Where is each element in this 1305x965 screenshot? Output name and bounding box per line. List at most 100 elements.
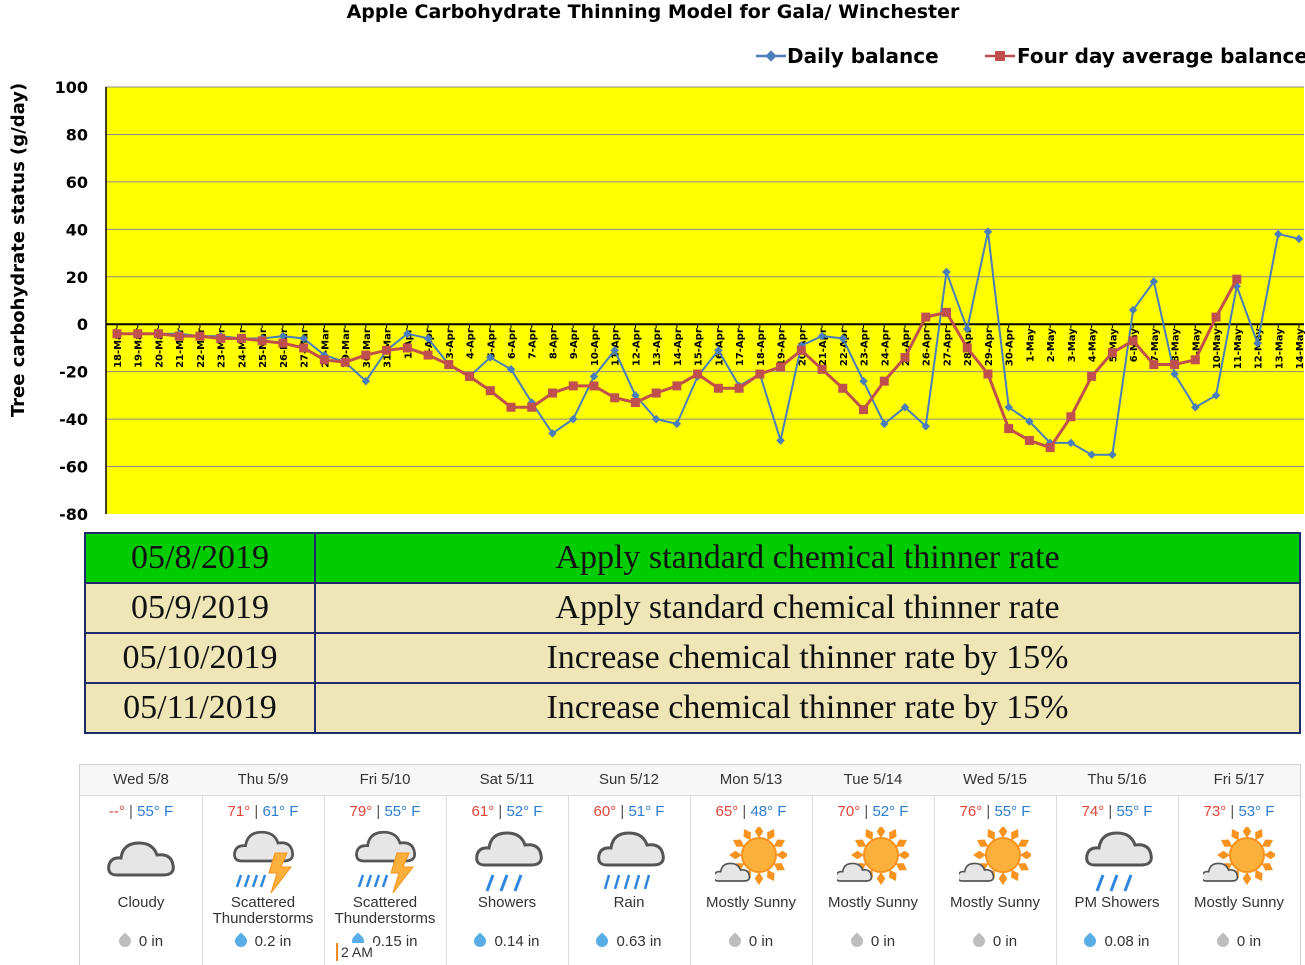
daily-balance-point — [486, 353, 495, 362]
daily-balance-point — [506, 365, 516, 374]
mostly-sunny-icon — [835, 825, 911, 895]
forecast-temps: 60° | 51° F — [568, 803, 690, 820]
gridlines — [105, 86, 1304, 514]
sun-shape — [729, 825, 789, 885]
temp-separator: | — [254, 803, 263, 820]
high-temp: 65° — [715, 803, 739, 820]
four-day-average-point — [672, 381, 682, 391]
high-temp: 73° — [1203, 803, 1227, 820]
x-tick-label: 25-Mar — [258, 328, 269, 368]
x-tick-label: 5-Apr — [486, 328, 497, 359]
weather-forecast-strip: Wed 5/8 --° | 55° F Cloudy 0 in Thu 5/9 … — [79, 764, 1301, 965]
forecast-day[interactable]: Thu 5/16 74° | 55° F PM Showers 0.08 in — [1056, 765, 1179, 965]
x-tick-label: 1-May — [1025, 328, 1036, 363]
daily-balance-point — [423, 334, 433, 343]
showers-icon — [1081, 827, 1153, 895]
recommendation-text: Increase chemical thinner rate by 15% — [314, 682, 1301, 734]
four-day-average-point — [1087, 371, 1097, 381]
low-temp: 52° F — [506, 803, 543, 820]
x-tick-label: 24-Apr — [880, 328, 891, 366]
four-day-average-point — [879, 376, 889, 386]
forecast-temps: 70° | 52° F — [812, 803, 934, 820]
precip-amount: 0.2 in — [254, 933, 292, 950]
forecast-condition: Rain — [613, 894, 645, 911]
forecast-day[interactable]: Tue 5/14 70° | 52° F Mostly Sunny 0 in — [812, 765, 935, 965]
daily-balance-point — [651, 414, 661, 424]
rain-streaks — [485, 874, 523, 892]
forecast-day[interactable]: Sat 5/11 61° | 52° F Showers 0.14 in — [446, 765, 569, 965]
forecast-day-label: Mon 5/13 — [690, 765, 812, 796]
forecast-day[interactable]: Mon 5/13 65° | 48° F Mostly Sunny 0 in — [690, 765, 813, 965]
y-tick-label: -40 — [59, 410, 88, 429]
daily-balance-point — [278, 331, 288, 341]
x-tick-label: 29-Mar — [341, 328, 352, 368]
x-tick-label: 3-May — [1067, 328, 1078, 363]
x-tick-label: 2-Apr — [424, 328, 435, 359]
x-tick-label: 23-Mar — [217, 328, 228, 368]
four-day-average-point — [1149, 360, 1159, 370]
cloud-icon — [105, 827, 177, 895]
rain-icon — [593, 827, 665, 895]
x-tick-label: 16-Apr — [714, 328, 725, 366]
lightning-bolt — [268, 852, 293, 894]
raindrop-icon — [1081, 932, 1099, 950]
daily-balance-point — [1191, 403, 1200, 412]
four-day-average-point — [153, 329, 163, 339]
x-tick-label: 8-May — [1171, 328, 1182, 363]
forecast-day[interactable]: Thu 5/9 71° | 61° F Scattered Thundersto… — [202, 765, 325, 965]
precip-amount: 0 in — [1236, 933, 1262, 950]
four-day-average-point — [402, 343, 412, 353]
rain-streaks — [235, 874, 267, 888]
cloud-shape — [475, 831, 543, 867]
four-day-average-point — [465, 371, 475, 381]
x-tick-label: 24-Mar — [237, 328, 248, 368]
daily-balance-point — [900, 403, 910, 412]
forecast-day[interactable]: Fri 5/10 79° | 55° F Scattered Thunderst… — [324, 765, 447, 965]
four-day-average-point — [817, 364, 827, 374]
forecast-day-label: Wed 5/8 — [80, 765, 202, 796]
four-day-average-point — [112, 329, 122, 339]
x-tick-label: 18-Mar — [113, 328, 124, 368]
y-axis-label: Tree carbohydrate status (g/day) — [8, 83, 29, 417]
x-tick-label: 14-Apr — [673, 328, 684, 366]
forecast-day[interactable]: Fri 5/17 73° | 53° F Mostly Sunny 0 in — [1178, 765, 1300, 965]
four-day-average-point — [547, 388, 557, 398]
recommendation-row: 05/9/2019 Apply standard chemical thinner… — [84, 582, 1301, 634]
recommendation-table: 05/8/2019 Apply standard chemical thinner… — [84, 532, 1301, 734]
forecast-day[interactable]: Sun 5/12 60° | 51° F Rain 0.63 in — [568, 765, 691, 965]
daily-balance-point — [299, 334, 308, 343]
four-day-average-point — [568, 381, 578, 391]
forecast-condition: Showers — [477, 894, 537, 911]
low-temp: 55° F — [137, 803, 174, 820]
four-day-average-point — [216, 333, 226, 343]
low-temp: 61° F — [262, 803, 299, 820]
four-day-average-point — [257, 336, 267, 346]
daily-balance-point — [859, 376, 868, 386]
forecast-day[interactable]: Wed 5/15 76° | 55° F Mostly Sunny 0 in — [934, 765, 1057, 965]
x-tick-label: 11-May — [1233, 328, 1244, 369]
x-tick-label: 20-Mar — [154, 328, 165, 368]
four-day-average-point — [1004, 424, 1014, 434]
four-day-average-point — [651, 388, 661, 398]
x-tick-label: 27-Apr — [942, 328, 953, 366]
x-tick-label: 9-May — [1191, 328, 1202, 363]
precip-amount: 0 in — [992, 933, 1018, 950]
forecast-precip: 0.2 in — [202, 932, 324, 950]
forecast-temps: 65° | 48° F — [690, 803, 812, 820]
forecast-day-label: Sat 5/11 — [446, 765, 568, 796]
x-tick-label: 11-Apr — [611, 328, 622, 366]
low-temp: 52° F — [872, 803, 909, 820]
low-temp: 48° F — [750, 803, 787, 820]
daily-balance-point — [942, 267, 951, 277]
four-day-average-point — [319, 355, 329, 365]
temp-separator: | — [1108, 803, 1117, 820]
raindrop-icon — [232, 932, 250, 950]
cloud-shape — [713, 862, 751, 882]
forecast-temps: 76° | 55° F — [934, 803, 1056, 820]
daily-balance-point — [921, 421, 930, 431]
x-tick-label: 8-Apr — [548, 328, 559, 359]
forecast-day-label: Wed 5/15 — [934, 765, 1056, 796]
thunderstorm-icon — [349, 827, 421, 895]
forecast-day[interactable]: Wed 5/8 --° | 55° F Cloudy 0 in — [80, 765, 203, 965]
daily-balance-point — [1087, 450, 1096, 459]
